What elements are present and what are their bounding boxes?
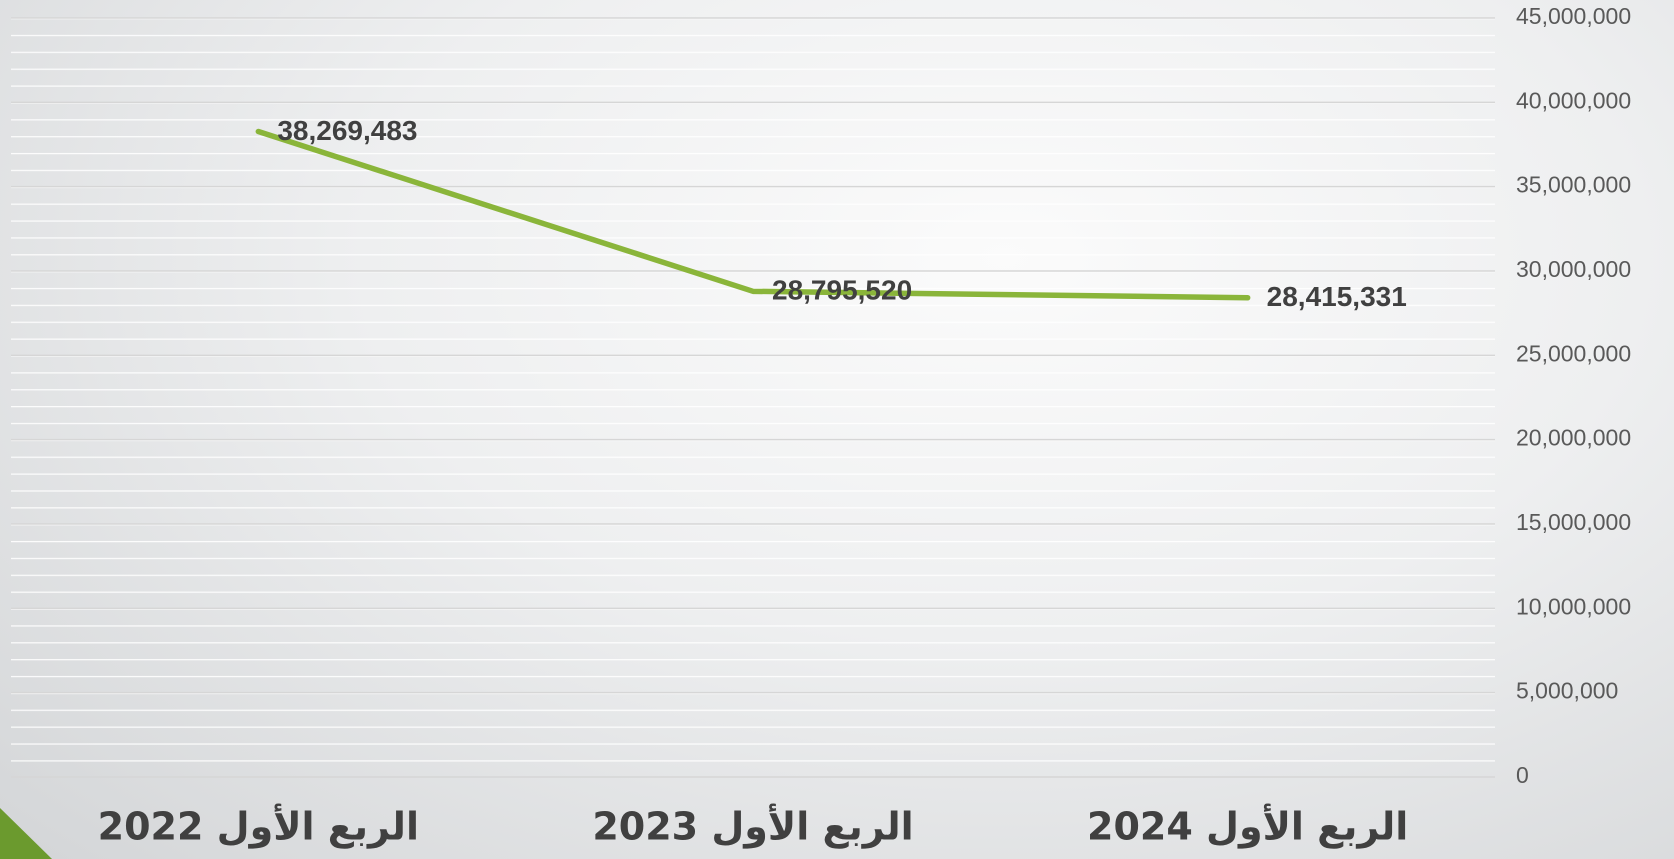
data-line — [255, 128, 1251, 301]
y-tick-label: 25,000,000 — [1516, 340, 1631, 366]
corner-decoration — [0, 808, 52, 859]
data-label: 38,269,483 — [277, 115, 417, 146]
y-tick-label: 30,000,000 — [1516, 256, 1631, 282]
minor-grid — [11, 18, 1495, 777]
y-tick-label: 10,000,000 — [1516, 593, 1631, 619]
y-tick-label: 20,000,000 — [1516, 425, 1631, 451]
data-label: 28,415,331 — [1267, 281, 1407, 312]
x-tick-label: الربع الأول 2023 — [592, 803, 913, 850]
y-tick-label: 5,000,000 — [1516, 678, 1618, 704]
y-tick-label: 15,000,000 — [1516, 509, 1631, 535]
y-tick-label: 45,000,000 — [1516, 3, 1631, 29]
data-label: 28,795,520 — [772, 275, 912, 306]
x-tick-label: الربع الأول 2022 — [98, 803, 419, 850]
y-tick-label: 40,000,000 — [1516, 87, 1631, 113]
x-tick-label: الربع الأول 2024 — [1087, 803, 1408, 850]
y-tick-label: 0 — [1516, 762, 1529, 788]
y-tick-label: 35,000,000 — [1516, 172, 1631, 198]
